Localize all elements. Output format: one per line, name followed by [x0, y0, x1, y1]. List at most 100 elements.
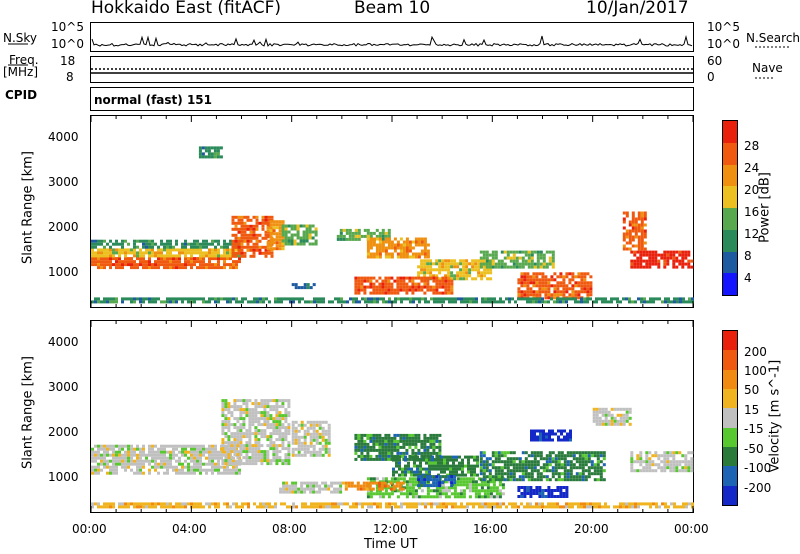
- power-cell: [628, 235, 632, 239]
- velocity-cell: [254, 435, 258, 439]
- power-cell: [142, 257, 145, 261]
- velocity-cell: [477, 492, 481, 496]
- velocity-cell: [423, 484, 427, 488]
- velocity-cell: [287, 444, 291, 448]
- velocity-cell: [230, 414, 234, 418]
- velocity-cell: [196, 450, 199, 454]
- power-cell: [109, 266, 112, 270]
- velocity-cell: [221, 450, 225, 454]
- velocity-cell: [631, 505, 634, 509]
- velocity-cell: [536, 429, 539, 433]
- velocity-cell: [639, 463, 643, 467]
- power-cell: [387, 234, 391, 238]
- velocity-region-14: [341, 481, 405, 491]
- power-cell: [163, 266, 166, 270]
- velocity-cell: [448, 502, 451, 506]
- power-cell: [366, 252, 370, 256]
- velocity-cell: [503, 466, 507, 470]
- velocity-cell: [366, 448, 370, 452]
- velocity-cell: [217, 453, 220, 457]
- velocity-cell: [236, 399, 240, 403]
- power-cell: [142, 254, 145, 258]
- velocity-cell: [462, 480, 466, 484]
- power-cell: [267, 248, 271, 252]
- power-cell: [515, 265, 519, 269]
- power-cell: [231, 245, 235, 249]
- power-cell: [652, 300, 655, 304]
- power-cell: [420, 279, 424, 283]
- power-cell: [258, 221, 262, 225]
- velocity-cell: [622, 413, 626, 417]
- power-cell: [568, 272, 572, 276]
- velocity-cell: [94, 471, 97, 475]
- power-cell: [622, 226, 626, 230]
- velocity-cell: [446, 464, 449, 468]
- velocity-cell: [294, 447, 298, 451]
- velocity-cell: [569, 451, 573, 455]
- velocity-cell: [453, 481, 457, 485]
- velocity-cell: [436, 502, 439, 506]
- velocity-cell: [625, 505, 628, 509]
- power-cell: [240, 245, 244, 249]
- power-cell: [535, 300, 538, 304]
- power-cell: [488, 253, 492, 257]
- velocity-cell: [440, 461, 443, 465]
- power-cell: [291, 283, 295, 287]
- velocity-cell: [423, 433, 427, 437]
- velocity-cell: [300, 420, 304, 424]
- power-cell: [357, 276, 361, 280]
- velocity-cell: [495, 492, 499, 496]
- power-cell: [169, 245, 172, 249]
- velocity-cell: [536, 475, 540, 479]
- velocity-cell: [372, 436, 376, 440]
- velocity-cell: [538, 486, 542, 489]
- power-cell: [160, 248, 163, 252]
- velocity-cell: [124, 453, 127, 457]
- velocity-cell: [451, 502, 454, 506]
- velocity-cell: [139, 447, 142, 451]
- power-cell: [106, 248, 109, 252]
- velocity-cell: [593, 451, 597, 455]
- velocity-cell: [306, 450, 310, 454]
- velocity-cell: [306, 484, 310, 488]
- power-cell: [205, 254, 208, 258]
- power-cell: [272, 223, 276, 227]
- power-cell: [360, 279, 364, 283]
- velocity-cell: [163, 459, 166, 463]
- velocity-cell: [551, 460, 555, 464]
- power-cell: [675, 265, 679, 269]
- velocity-cell: [157, 453, 160, 457]
- velocity-cell: [172, 468, 175, 472]
- velocity-cell: [291, 438, 295, 442]
- velocity-cell: [407, 470, 410, 474]
- velocity-cell: [91, 453, 94, 457]
- velocity-cell: [517, 489, 521, 492]
- velocity-cell: [426, 451, 430, 455]
- velocity-cell: [151, 502, 154, 506]
- velocity-cell: [572, 478, 576, 482]
- power-cell: [526, 281, 530, 285]
- velocity-cell: [357, 454, 361, 458]
- velocity-cell: [420, 478, 424, 482]
- power-cell: [420, 237, 424, 241]
- velocity-cell: [103, 444, 106, 448]
- power-cell: [459, 268, 463, 272]
- power-cell: [198, 146, 202, 150]
- velocity-cell: [291, 453, 295, 457]
- velocity-cell: [115, 444, 118, 448]
- power-cell: [541, 272, 545, 276]
- velocity-cell: [321, 420, 325, 424]
- velocity-cell: [259, 502, 262, 506]
- velocity-cell: [441, 486, 445, 490]
- velocity-cell: [413, 455, 416, 459]
- power-cell: [465, 268, 469, 272]
- velocity-cell: [151, 453, 154, 457]
- power-cell: [354, 282, 358, 286]
- velocity-cell: [556, 502, 559, 506]
- velocity-cell: [275, 462, 279, 466]
- power-cell: [340, 300, 343, 304]
- power-cell: [384, 279, 388, 283]
- power-cell: [684, 253, 688, 257]
- power-cell: [375, 234, 379, 238]
- velocity-cell: [503, 460, 507, 464]
